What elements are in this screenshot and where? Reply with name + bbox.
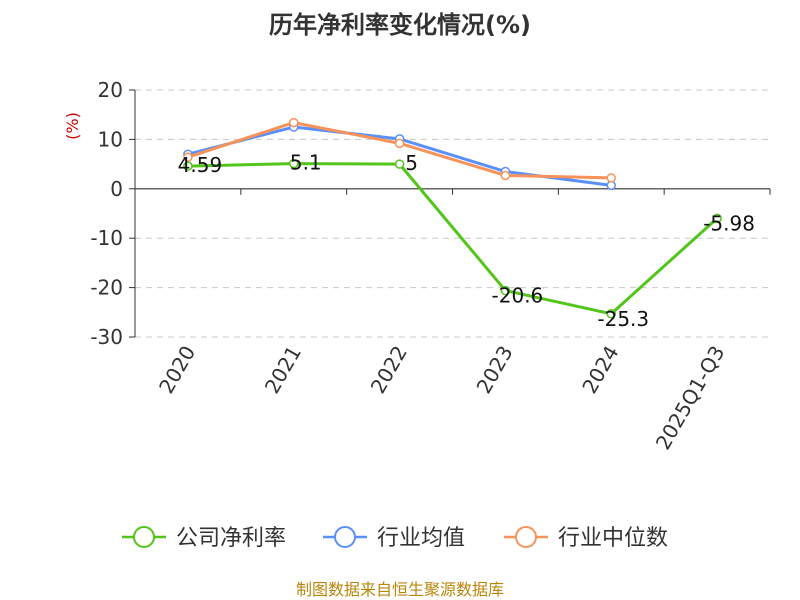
data-point[interactable] (183, 161, 193, 171)
source-note: 制图数据来自恒生聚源数据库 (296, 580, 504, 599)
data-label: 5 (405, 151, 418, 175)
axes: 20 10 0 -10 -20 -30 2020 2021 2022 2023 2024 2025Q1… (90, 78, 771, 454)
data-label: -20.6 (492, 284, 544, 308)
legend-label: 行业均值 (377, 526, 465, 551)
x-tick-label: 2024 (577, 342, 623, 398)
data-label: 4.59 (178, 153, 223, 177)
data-point[interactable] (183, 152, 193, 162)
data-point[interactable] (712, 213, 722, 224)
data-point[interactable] (606, 309, 616, 319)
data-point[interactable] (289, 158, 299, 169)
legend-item[interactable]: 公司净利率 (122, 526, 286, 551)
y-tick-label: -20 (90, 276, 123, 300)
legend-item[interactable]: 行业均值 (323, 526, 465, 551)
data-point[interactable] (500, 285, 511, 296)
data-point[interactable] (289, 117, 299, 128)
x-tick-label: 2023 (472, 342, 518, 398)
data-point[interactable] (394, 138, 405, 149)
data-label: -25.3 (597, 307, 649, 331)
chart-title: 历年净利率变化情况(%) (269, 11, 531, 39)
legend-label: 公司净利率 (176, 526, 286, 551)
x-tick-label: 2022 (366, 342, 412, 398)
data-point[interactable] (606, 173, 616, 183)
series-line (187, 121, 612, 180)
series-line (187, 162, 719, 316)
legend[interactable]: 公司净利率 行业均值 行业中位数 (122, 526, 668, 551)
y-tick-label: -10 (90, 226, 123, 250)
x-tick-label: 2025Q1-Q3 (651, 342, 730, 454)
legend-marker (334, 526, 356, 548)
x-tick-label: 2021 (260, 342, 306, 398)
data-label: -5.98 (703, 211, 755, 235)
grid-lines (135, 89, 770, 338)
data-point[interactable] (500, 170, 511, 181)
data-point[interactable] (394, 159, 405, 169)
y-tick-label: 20 (98, 78, 123, 102)
data-labels: 4.59 5.1 5 -20.6 -25.3 -5.98 (178, 151, 755, 331)
legend-label: 行业中位数 (558, 526, 668, 551)
legend-marker (133, 526, 155, 548)
y-tick-label: -30 (90, 325, 123, 349)
y-tick-label: 0 (110, 177, 123, 201)
y-tick-label: 10 (98, 127, 123, 151)
data-label: 5.1 (290, 151, 322, 175)
series-lines (183, 117, 722, 319)
y-axis-unit: (%) (63, 112, 82, 140)
legend-item[interactable]: 行业中位数 (504, 526, 668, 551)
legend-marker (515, 526, 537, 548)
x-tick-label: 2020 (154, 342, 200, 398)
